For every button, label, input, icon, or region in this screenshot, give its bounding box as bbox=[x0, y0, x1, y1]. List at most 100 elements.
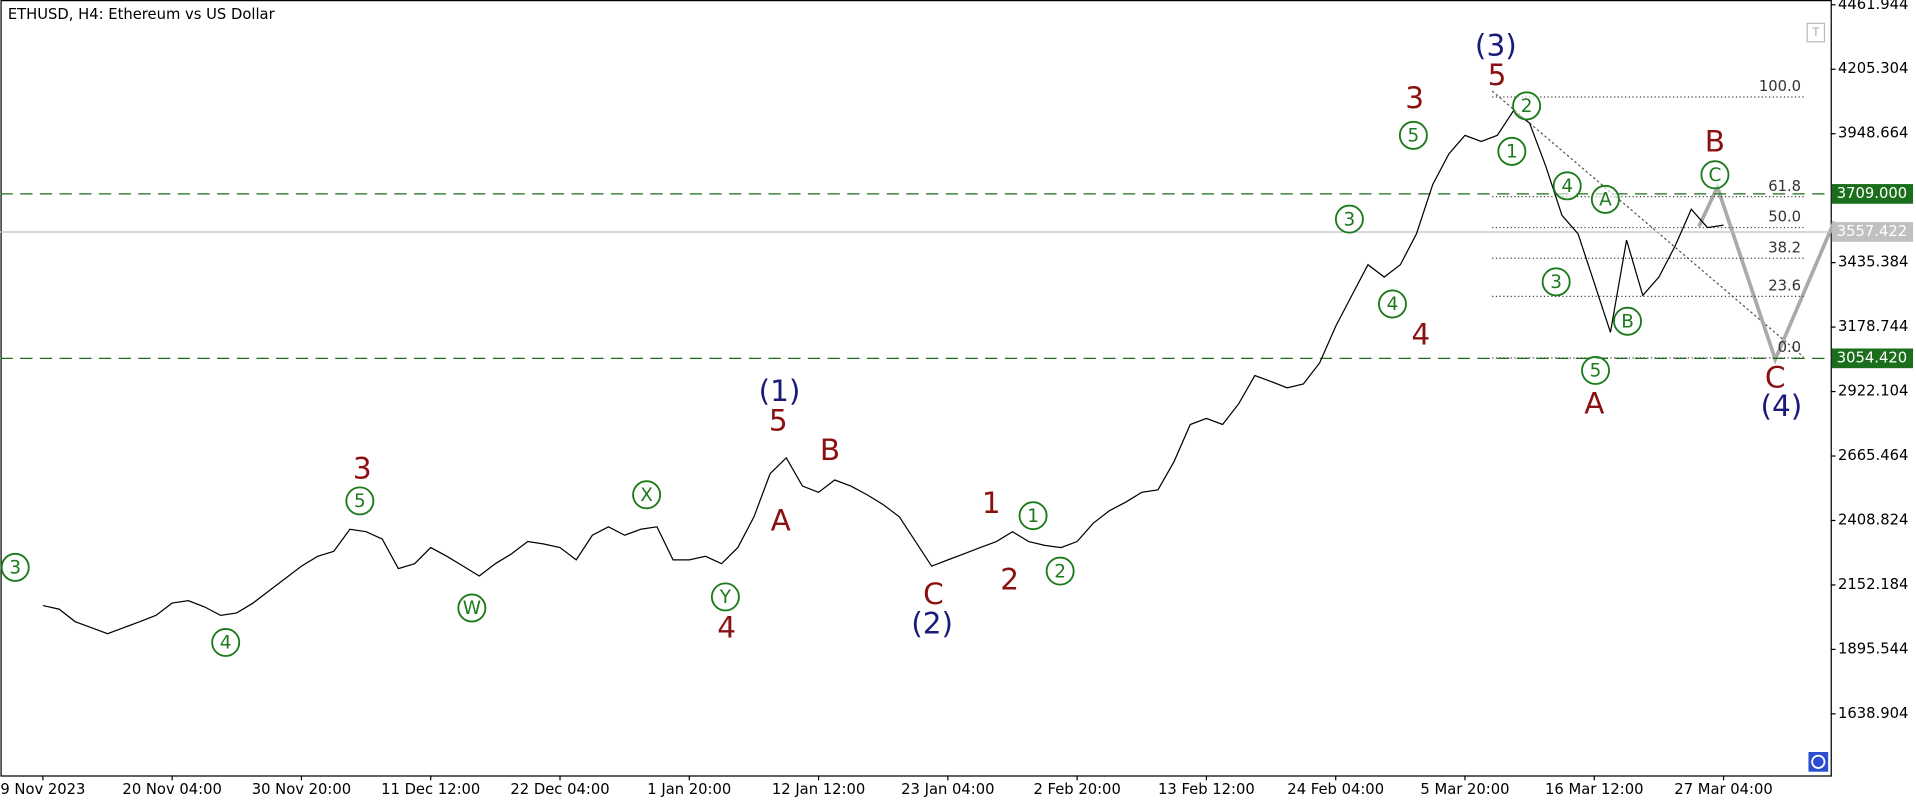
wave-circle bbox=[1045, 556, 1075, 586]
wave-label: W bbox=[463, 598, 481, 619]
wave-label: (4) bbox=[1760, 389, 1802, 423]
wave-circle bbox=[1613, 306, 1643, 336]
wave-label: 4 bbox=[717, 610, 736, 644]
wave-label: C bbox=[923, 577, 944, 611]
wave-label: 5 bbox=[769, 404, 788, 438]
wave-label: 5 bbox=[1590, 361, 1602, 382]
fib-label: 100.0 bbox=[1759, 78, 1801, 95]
price-level-label: 3054.420 bbox=[1837, 349, 1907, 366]
wave-label: 1 bbox=[1027, 506, 1039, 527]
wave-label: 3 bbox=[353, 452, 372, 486]
wave-label: 3 bbox=[1550, 272, 1562, 293]
x-tick-label: 24 Feb 04:00 bbox=[1287, 781, 1384, 798]
x-tick-label: 23 Jan 04:00 bbox=[901, 781, 994, 798]
chart-title: ETHUSD, H4: Ethereum vs US Dollar bbox=[8, 6, 276, 23]
wave-label: A bbox=[1599, 190, 1612, 211]
wave-circle bbox=[632, 480, 662, 510]
wave-label: 1 bbox=[1506, 142, 1518, 163]
wave-circle bbox=[1581, 356, 1611, 385]
price-line bbox=[42, 109, 1724, 635]
toolbar-icon[interactable] bbox=[1806, 22, 1826, 43]
price-level-tag bbox=[1831, 184, 1914, 204]
x-tick-label: 16 Mar 12:00 bbox=[1545, 781, 1643, 798]
wave-label: X bbox=[640, 485, 653, 506]
fib-label: 50.0 bbox=[1768, 209, 1801, 226]
projection-path bbox=[1697, 182, 1837, 365]
wave-circle bbox=[1541, 267, 1571, 297]
wave-circle bbox=[1700, 160, 1730, 190]
wave-label: 3 bbox=[1344, 209, 1356, 230]
wave-circle bbox=[1334, 204, 1364, 234]
wave-circle bbox=[1552, 171, 1582, 201]
wave-label: 4 bbox=[220, 633, 232, 654]
wave-label: A bbox=[771, 503, 791, 537]
y-tick-label: 2922.104 bbox=[1838, 383, 1908, 400]
x-tick-label: 13 Feb 12:00 bbox=[1158, 781, 1255, 798]
wave-circle bbox=[1512, 91, 1542, 121]
wave-label: 4 bbox=[1387, 294, 1399, 315]
wave-label: 3 bbox=[9, 558, 21, 579]
price-level-label: 3557.422 bbox=[1837, 223, 1907, 240]
wave-label: 1 bbox=[982, 486, 1001, 520]
wave-circle bbox=[1590, 184, 1620, 214]
y-tick-label: 2665.464 bbox=[1838, 447, 1908, 464]
x-tick-label: 22 Dec 04:00 bbox=[510, 781, 609, 798]
fib-label: 23.6 bbox=[1768, 278, 1801, 295]
y-tick-label: 1895.544 bbox=[1838, 640, 1908, 657]
wave-circle bbox=[710, 582, 740, 612]
price-level-tag bbox=[1831, 348, 1914, 369]
wave-label: A bbox=[1584, 386, 1604, 420]
y-tick-label: 4461.944 bbox=[1838, 0, 1908, 13]
wave-circle bbox=[457, 593, 487, 623]
y-tick-label: 2408.824 bbox=[1838, 511, 1908, 528]
wave-label: C bbox=[1708, 165, 1721, 186]
y-tick-label: 3178.744 bbox=[1838, 318, 1908, 335]
wave-circle bbox=[211, 628, 241, 657]
trend-line bbox=[1491, 90, 1804, 358]
wave-label: (3) bbox=[1475, 28, 1517, 62]
wave-circle bbox=[1378, 289, 1407, 319]
fib-label: 38.2 bbox=[1768, 239, 1801, 256]
corner-button-glyph bbox=[1811, 754, 1826, 769]
price-level-label: 3709.000 bbox=[1837, 185, 1907, 202]
x-tick-label: 1 Jan 20:00 bbox=[647, 781, 731, 798]
wave-circle bbox=[0, 552, 30, 582]
toolbar-icon-glyph: T bbox=[1811, 26, 1819, 39]
fib-label: 0.0 bbox=[1778, 339, 1801, 356]
x-tick-label: 5 Mar 20:00 bbox=[1420, 781, 1509, 798]
plot-frame bbox=[0, 0, 1832, 777]
wave-label: 5 bbox=[354, 491, 366, 512]
x-tick-label: 9 Nov 2023 bbox=[0, 781, 85, 798]
wave-label: C bbox=[1765, 361, 1786, 395]
y-tick-label: 3435.384 bbox=[1838, 254, 1908, 271]
wave-circle bbox=[1398, 120, 1428, 150]
price-level-tag bbox=[1831, 222, 1914, 242]
wave-label: 5 bbox=[1408, 126, 1420, 147]
x-tick-label: 20 Nov 04:00 bbox=[122, 781, 221, 798]
x-tick-label: 27 Mar 04:00 bbox=[1674, 781, 1772, 798]
wave-label: B bbox=[820, 433, 840, 467]
wave-circle bbox=[345, 486, 375, 516]
wave-label: 3 bbox=[1405, 81, 1424, 115]
x-tick-label: 30 Nov 20:00 bbox=[252, 781, 351, 798]
wave-label: 5 bbox=[1488, 58, 1507, 92]
y-tick-label: 3948.664 bbox=[1838, 125, 1908, 142]
wave-label: (1) bbox=[759, 374, 801, 408]
x-tick-label: 12 Jan 12:00 bbox=[772, 781, 865, 798]
wave-circle bbox=[1018, 501, 1048, 531]
wave-label: Y bbox=[719, 587, 732, 608]
wave-label: 4 bbox=[1561, 176, 1573, 197]
wave-circle bbox=[1497, 136, 1527, 166]
y-tick-label: 1638.904 bbox=[1838, 705, 1908, 722]
wave-label: B bbox=[1621, 311, 1634, 332]
x-tick-label: 11 Dec 12:00 bbox=[381, 781, 480, 798]
y-tick-label: 4205.304 bbox=[1838, 60, 1908, 77]
y-tick-label: 2152.184 bbox=[1838, 576, 1908, 593]
wave-label: 4 bbox=[1411, 317, 1430, 351]
fib-label: 61.8 bbox=[1768, 178, 1801, 195]
wave-label: 2 bbox=[1000, 562, 1019, 596]
wave-label: 2 bbox=[1054, 561, 1066, 582]
